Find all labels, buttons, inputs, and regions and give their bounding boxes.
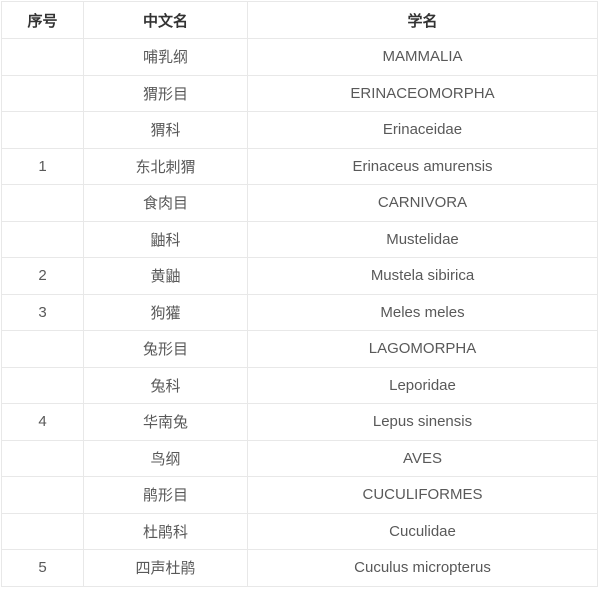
- table-row: 兔科 Leporidae: [1, 366, 598, 404]
- table-row: 鸟纲 AVES: [1, 439, 598, 477]
- cell-chinese-name: 鼬科: [83, 220, 248, 258]
- cell-scientific-name: AVES: [247, 439, 598, 477]
- cell-chinese-name: 猬科: [83, 111, 248, 149]
- cell-scientific-name: Mustelidae: [247, 220, 598, 258]
- cell-scientific-name: Erinaceus amurensis: [247, 147, 598, 185]
- column-header-scientific-name: 学名: [247, 1, 598, 39]
- cell-index: [1, 38, 84, 76]
- cell-chinese-name: 哺乳纲: [83, 38, 248, 76]
- cell-scientific-name: ERINACEOMORPHA: [247, 74, 598, 112]
- cell-chinese-name: 猬形目: [83, 74, 248, 112]
- cell-index: [1, 220, 84, 258]
- cell-scientific-name: Cuculidae: [247, 512, 598, 550]
- column-header-chinese-name: 中文名: [83, 1, 248, 39]
- table-row: 1 东北刺猬 Erinaceus amurensis: [1, 147, 598, 185]
- cell-scientific-name: Leporidae: [247, 366, 598, 404]
- table-row: 猬形目 ERINACEOMORPHA: [1, 74, 598, 112]
- cell-index: [1, 439, 84, 477]
- cell-chinese-name: 食肉目: [83, 184, 248, 222]
- table-row: 5 四声杜鹃 Cuculus micropterus: [1, 549, 598, 587]
- table-row: 4 华南兔 Lepus sinensis: [1, 403, 598, 441]
- cell-chinese-name: 鸟纲: [83, 439, 248, 477]
- cell-scientific-name: Mustela sibirica: [247, 257, 598, 295]
- cell-index: 4: [1, 403, 84, 441]
- table-row: 鹃形目 CUCULIFORMES: [1, 476, 598, 514]
- cell-chinese-name: 鹃形目: [83, 476, 248, 514]
- cell-chinese-name: 黄鼬: [83, 257, 248, 295]
- cell-scientific-name: CUCULIFORMES: [247, 476, 598, 514]
- cell-chinese-name: 杜鹃科: [83, 512, 248, 550]
- table-row: 鼬科 Mustelidae: [1, 220, 598, 258]
- cell-scientific-name: LAGOMORPHA: [247, 330, 598, 368]
- cell-index: [1, 512, 84, 550]
- cell-index: [1, 184, 84, 222]
- cell-scientific-name: MAMMALIA: [247, 38, 598, 76]
- table-row: 食肉目 CARNIVORA: [1, 184, 598, 222]
- cell-index: [1, 111, 84, 149]
- cell-scientific-name: Meles meles: [247, 293, 598, 331]
- cell-index: 2: [1, 257, 84, 295]
- cell-scientific-name: Lepus sinensis: [247, 403, 598, 441]
- cell-chinese-name: 兔科: [83, 366, 248, 404]
- table-row: 杜鹃科 Cuculidae: [1, 512, 598, 550]
- cell-scientific-name: CARNIVORA: [247, 184, 598, 222]
- cell-scientific-name: Erinaceidae: [247, 111, 598, 149]
- cell-index: [1, 74, 84, 112]
- cell-chinese-name: 狗獾: [83, 293, 248, 331]
- cell-index: [1, 330, 84, 368]
- table-row: 2 黄鼬 Mustela sibirica: [1, 257, 598, 295]
- table-row: 兔形目 LAGOMORPHA: [1, 330, 598, 368]
- cell-index: 5: [1, 549, 84, 587]
- cell-chinese-name: 兔形目: [83, 330, 248, 368]
- cell-index: [1, 366, 84, 404]
- header-row: 序号 中文名 学名: [1, 1, 598, 39]
- cell-scientific-name: Cuculus micropterus: [247, 549, 598, 587]
- cell-chinese-name: 华南兔: [83, 403, 248, 441]
- cell-index: 3: [1, 293, 84, 331]
- cell-chinese-name: 四声杜鹃: [83, 549, 248, 587]
- table-row: 猬科 Erinaceidae: [1, 111, 598, 149]
- cell-index: 1: [1, 147, 84, 185]
- table-row: 3 狗獾 Meles meles: [1, 293, 598, 331]
- cell-index: [1, 476, 84, 514]
- cell-chinese-name: 东北刺猬: [83, 147, 248, 185]
- column-header-index: 序号: [1, 1, 84, 39]
- table-row: 哺乳纲 MAMMALIA: [1, 38, 598, 76]
